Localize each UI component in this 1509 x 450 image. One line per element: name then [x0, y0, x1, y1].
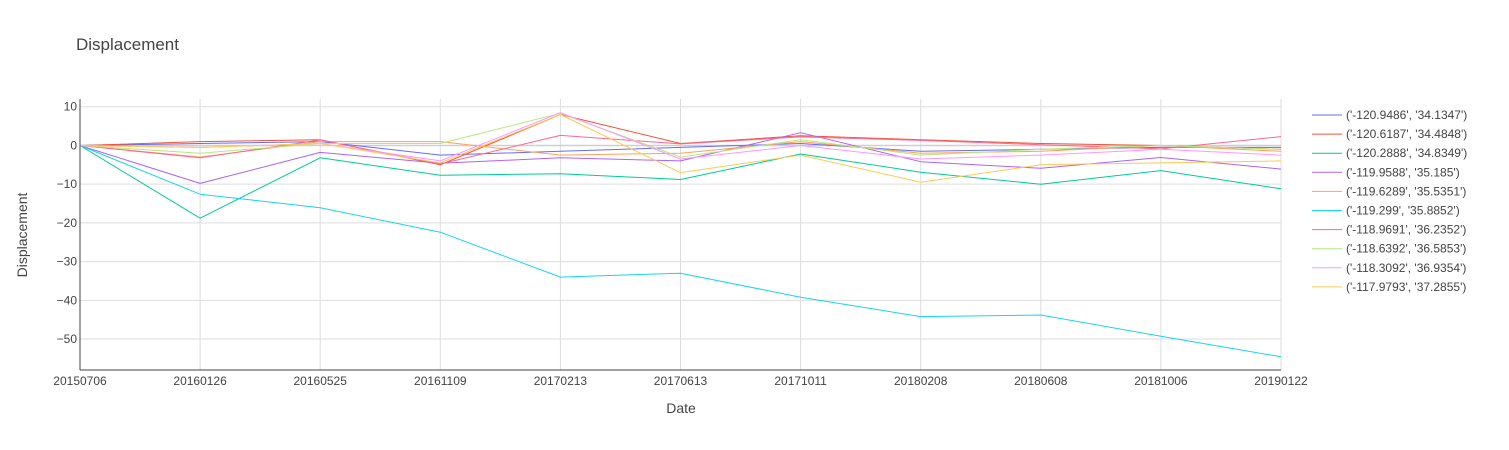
series-line-5: [79, 145, 1282, 358]
legend-label-1: ('-120.6187', '34.4848'): [1346, 127, 1467, 141]
y-tick-label: −40: [57, 293, 78, 307]
legend-label-7: ('-118.6392', '36.5853'): [1346, 242, 1466, 256]
x-tick-label: 20160525: [294, 374, 348, 388]
x-axis-title: Date: [666, 400, 696, 416]
series-line-7: [79, 112, 1282, 158]
legend-label-5: ('-119.299', '35.8852'): [1346, 204, 1460, 218]
x-tick-label: 20180608: [1014, 374, 1068, 388]
x-tick-label: 20171011: [774, 374, 827, 388]
y-tick-label: 10: [64, 100, 78, 114]
legend-label-8: ('-118.3092', '36.9354'): [1346, 261, 1466, 275]
x-tick-label: 20161109: [414, 374, 467, 388]
series-line-3: [79, 132, 1282, 184]
series-line-0: [79, 141, 1281, 156]
x-tick-label: 20150706: [53, 374, 107, 388]
x-tick-label: 20160126: [173, 374, 227, 388]
legend-label-2: ('-120.2888', '34.8349'): [1346, 146, 1467, 160]
x-tick-label: 20190122: [1254, 374, 1308, 388]
axes: 20150706 20160126 20160525 20161109 20170213…: [53, 99, 1308, 388]
y-tick-label: 0: [70, 138, 77, 152]
y-axis-title: Displacement: [14, 192, 30, 277]
series-lines: [79, 112, 1282, 358]
legend-label-4: ('-119.6289', '35.5351'): [1346, 184, 1466, 198]
y-tick-label: −10: [57, 177, 78, 191]
legend: ('-120.9486', '34.1347') ('-120.6187', '3…: [1312, 108, 1467, 294]
legend-label-6: ('-118.9691', '36.2352'): [1346, 223, 1466, 237]
x-tick-label: 20170613: [654, 374, 708, 388]
y-tick-label: −50: [57, 332, 78, 346]
legend-label-9: ('-117.9793', '37.2855'): [1346, 280, 1466, 294]
series-line-2: [79, 145, 1282, 219]
legend-label-3: ('-119.9588', '35.185'): [1346, 165, 1460, 179]
series-line-9: [79, 114, 1282, 183]
x-tick-label: 20170213: [534, 374, 588, 388]
legend-label-0: ('-120.9486', '34.1347'): [1346, 108, 1467, 122]
series-line-6: [79, 134, 1282, 165]
x-tick-label: 20180208: [894, 374, 948, 388]
chart-title: Displacement: [76, 35, 179, 54]
x-tick-label: 20181006: [1134, 374, 1188, 388]
y-tick-label: −30: [57, 255, 78, 269]
gridlines: [79, 99, 1282, 370]
y-tick-label: −20: [57, 216, 78, 230]
